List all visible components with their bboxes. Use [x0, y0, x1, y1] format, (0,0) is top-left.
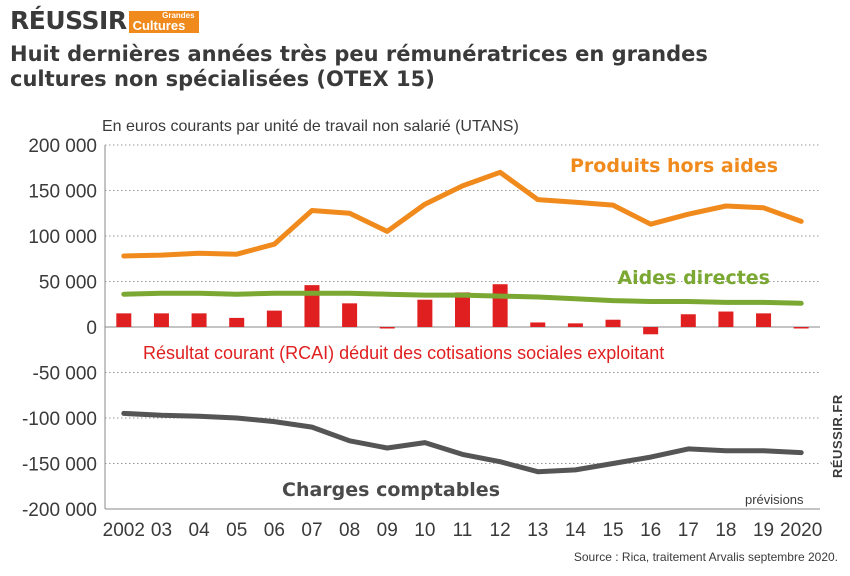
y-tick-label: -50 000	[33, 364, 97, 385]
bar-rcai	[455, 292, 470, 327]
x-tick-label: 15	[602, 520, 623, 541]
x-tick-label: 18	[715, 520, 736, 541]
x-tick-label: 2020	[780, 520, 822, 541]
x-tick-label: 06	[264, 520, 285, 541]
x-tick-label: 05	[226, 520, 247, 541]
bar-rcai	[680, 314, 696, 327]
bar-rcai	[492, 284, 508, 327]
bar-rcai	[153, 313, 169, 327]
forecast-label: prévisions	[745, 492, 804, 507]
x-tick-label: 10	[414, 520, 435, 541]
y-tick-label: 200 000	[28, 136, 97, 157]
bar-rcai	[191, 313, 207, 327]
bar-rcai	[379, 327, 395, 329]
bar-rcai	[718, 311, 734, 327]
series-label: Résultat courant (RCAI) déduit des cotis…	[143, 343, 664, 363]
source-note: Source : Rica, traitement Arvalis septem…	[573, 550, 838, 564]
line-aides-directes	[121, 290, 804, 306]
y-tick-label: -200 000	[22, 500, 97, 521]
chart-title: Huit dernières années très peu rémunérat…	[10, 42, 708, 91]
logo-tag-bottom: Cultures	[132, 18, 186, 33]
line-charges-comptables	[121, 410, 804, 475]
logo-tag: Grandes Cultures	[128, 11, 199, 33]
line-produits-hors-aides	[121, 169, 804, 259]
bar-rcai	[530, 322, 546, 327]
y-tick-label: 0	[86, 318, 97, 339]
chart-subtitle: En euros courants par unité de travail n…	[102, 118, 519, 135]
x-tick-label: 2002	[103, 520, 145, 541]
x-tick-label: 08	[339, 520, 360, 541]
series-label: Aides directes	[617, 267, 770, 289]
bar-rcai	[643, 327, 659, 335]
series-label: Produits hors aides	[570, 155, 778, 177]
x-tick-label: 11	[453, 520, 473, 541]
y-tick-label: 150 000	[28, 182, 97, 203]
logo-tag-top: Grandes	[162, 11, 195, 20]
bar-rcai	[116, 313, 132, 327]
x-tick-label: 17	[678, 520, 699, 541]
x-tick-label: 04	[189, 520, 211, 541]
x-tick-label: 09	[377, 520, 398, 541]
logo: RÉUSSIR Grandes Cultures	[10, 8, 199, 34]
x-tick-label: 12	[490, 520, 511, 541]
y-tick-label: 100 000	[28, 227, 97, 248]
x-tick-label: 07	[301, 520, 322, 541]
vertical-brand: RÉUSSIR.FR	[830, 394, 845, 478]
x-tick-label: 14	[565, 520, 587, 541]
y-tick-label: -100 000	[22, 409, 97, 430]
y-tick-label: -150 000	[22, 455, 97, 476]
x-tick-label: 19	[753, 520, 774, 541]
x-tick-label: 03	[151, 520, 172, 541]
bar-rcai	[605, 319, 621, 327]
bar-rcai	[793, 327, 809, 329]
bar-rcai	[229, 317, 245, 327]
y-tick-label: 50 000	[39, 273, 97, 294]
bar-rcai	[756, 313, 772, 327]
logo-wordmark: RÉUSSIR	[10, 6, 127, 35]
bar-rcai	[266, 310, 282, 327]
bar-rcai	[567, 323, 583, 327]
x-tick-label: 16	[640, 520, 661, 541]
bar-rcai	[417, 299, 433, 327]
x-tick-label: 13	[527, 520, 548, 541]
bar-rcai	[342, 303, 358, 327]
series-label: Charges comptables	[282, 479, 500, 501]
